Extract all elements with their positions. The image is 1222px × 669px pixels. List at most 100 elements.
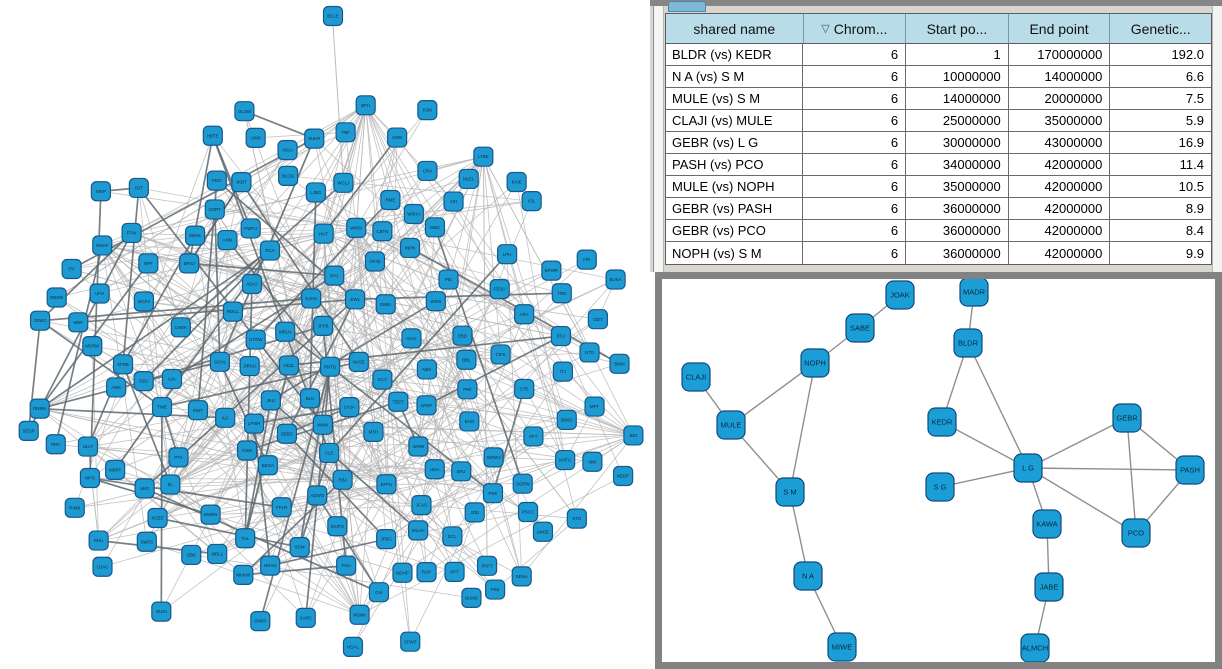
network-node[interactable]: MUFO [327,516,348,537]
network-node[interactable]: RHU [88,530,109,551]
network-node[interactable]: IUJ [215,407,236,428]
network-node[interactable]: OORT [204,199,225,220]
network-node[interactable]: OUDI [151,601,172,622]
network-node[interactable]: JJH [443,191,464,212]
network-node[interactable]: HUT [313,223,334,244]
network-node[interactable]: ERJ [451,461,472,482]
network-node-pash[interactable]: PASH [1175,455,1205,485]
network-node[interactable]: MRLN [275,321,296,342]
network-node[interactable]: FNU [336,555,357,576]
network-node[interactable]: EFPU [376,474,397,495]
network-node[interactable]: CLE [319,442,340,464]
network-node[interactable]: ITF [61,258,82,280]
network-node-kedr[interactable]: KEDR [927,407,957,437]
network-node[interactable]: HBTE [202,125,223,146]
network-node[interactable]: DMIK [375,294,396,315]
table-row[interactable]: GEBR (vs) PCO 6 36000000 42000000 8.4 [666,220,1211,242]
network-node[interactable]: BFH [355,95,376,116]
network-node[interactable]: JGWG [30,310,51,331]
network-node[interactable]: BFNJ [179,253,200,274]
network-node[interactable]: EBSW [46,287,67,308]
network-node[interactable]: RNMH [29,398,50,419]
network-node[interactable]: BLOG [278,165,299,186]
network-node[interactable]: NEDP [613,465,634,487]
network-node[interactable]: OJAC [92,556,113,577]
network-node-noph[interactable]: NOPH [800,348,830,378]
network-node[interactable]: UFH [89,283,110,304]
network-node[interactable]: WSHA [403,203,424,225]
table-row[interactable]: CLAJI (vs) MULE 6 25000000 35000000 5.9 [666,110,1211,132]
network-node[interactable]: APC [514,304,535,325]
network-node[interactable]: PWI [457,379,478,400]
network-node[interactable]: LPH [497,244,518,265]
network-node-sm[interactable]: S M [775,477,805,507]
large-network-canvas[interactable]: SFRB WBC BFNJ MBPF EFPU GTOW RIMB TAL SUKR HUT DMI… [0,0,655,669]
network-node[interactable]: LTBE [473,146,494,167]
network-node[interactable]: DNFP [250,611,271,632]
network-node[interactable]: FKE [485,579,506,600]
network-node[interactable]: UWK [387,127,408,148]
network-node[interactable]: ANN [217,229,238,251]
network-node[interactable]: MSRW [82,336,103,357]
network-node[interactable]: PWFU [240,218,261,239]
network-node[interactable]: FKFT [476,555,498,576]
network-node[interactable]: IIIW [582,451,603,472]
network-node[interactable]: GIA [368,582,390,603]
network-node[interactable]: ISIT [128,177,149,199]
network-node[interactable]: WWK [312,414,333,435]
network-node[interactable]: EWT [187,400,209,421]
network-node[interactable]: STE [514,378,535,400]
network-node[interactable]: NPF [138,253,159,274]
table-row[interactable]: MULE (vs) S M 6 14000000 20000000 7.5 [666,88,1211,110]
network-node[interactable]: BDI [623,425,644,446]
subnetwork-canvas[interactable]: JOAK MADR SABE BLDR NOPH CLAJI MULE KEDR GEBR L G… [662,279,1215,662]
network-node[interactable]: JCAS [411,495,432,516]
network-node[interactable]: LRSP [416,395,437,416]
table-row[interactable]: PASH (vs) PCO 6 34000000 42000000 11.4 [666,154,1211,176]
network-node[interactable]: RCA [259,240,281,261]
network-node[interactable]: ADWO [307,485,328,506]
network-node[interactable]: PKE [482,483,504,504]
network-node-sg[interactable]: S G [925,472,955,502]
table-tab[interactable] [668,1,706,12]
network-node[interactable]: AIAG [401,328,422,349]
network-node[interactable]: ULLT [77,436,99,457]
network-node[interactable]: DCJ [550,325,572,347]
network-node[interactable]: JFPB [313,315,334,336]
network-node[interactable]: CIFK [490,344,511,365]
network-node[interactable]: PTA [168,447,189,468]
network-node[interactable]: SUKR [304,128,325,149]
network-node[interactable]: KAIE [506,171,527,193]
network-node[interactable]: HOAG [260,555,281,576]
network-node[interactable]: MGNK [349,604,370,625]
network-node-pco[interactable]: PCO [1121,518,1151,548]
network-node[interactable]: OFJD [364,251,386,272]
network-node-madr[interactable]: MADR [959,279,989,307]
network-node[interactable]: MBPF [105,459,126,480]
network-node[interactable]: OGRW [512,473,533,494]
network-node[interactable]: SWFS [136,531,157,552]
network-node[interactable]: EMRN [200,504,221,525]
network-node[interactable]: BIWD [556,409,577,431]
network-node[interactable]: FIR [576,249,597,270]
network-node[interactable]: WEP [90,181,111,202]
network-node[interactable]: RIMB [64,497,85,518]
network-node[interactable]: TRD [551,283,572,304]
network-node[interactable]: SCM [289,537,310,558]
network-node[interactable]: OEBC [276,423,298,444]
network-node[interactable]: WSW [425,291,446,312]
table-row[interactable]: GEBR (vs) L G 6 30000000 43000000 16.9 [666,132,1211,154]
network-node[interactable]: JKBT [231,172,252,193]
network-node[interactable]: BUKA [605,269,626,290]
network-node[interactable]: GSM [237,440,258,461]
network-node[interactable]: GTOW [245,329,266,350]
network-node[interactable]: TWE [151,396,173,418]
network-node[interactable]: MDLL [207,543,228,565]
network-node-joak[interactable]: JOAK [885,280,915,310]
table-row[interactable]: N A (vs) S M 6 10000000 14000000 6.6 [666,66,1211,88]
network-node[interactable]: SEGP [18,420,39,441]
column-header-endpoint[interactable]: End point [1008,14,1111,44]
network-node[interactable]: MSAF [92,235,113,256]
network-node[interactable]: GCHL [209,351,231,372]
network-node-na[interactable]: N A [793,561,823,591]
